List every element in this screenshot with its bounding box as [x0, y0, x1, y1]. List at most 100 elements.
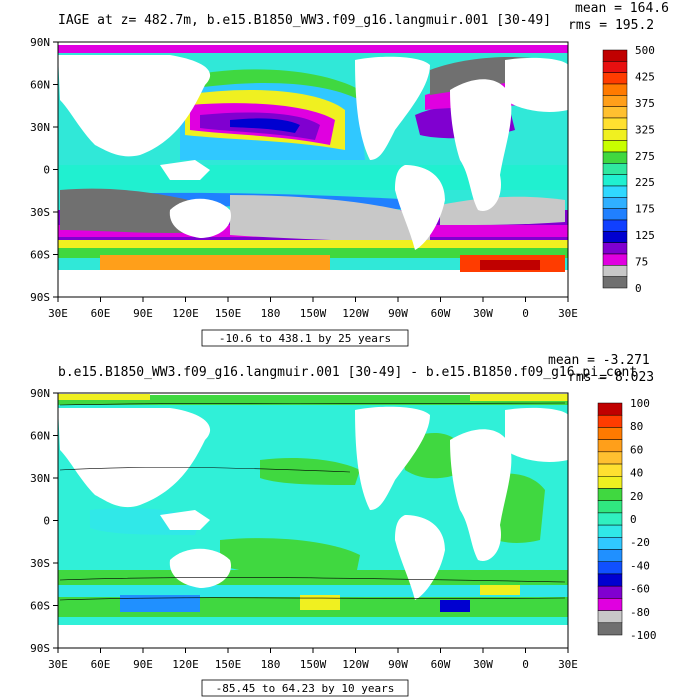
- colorbar-swatch: [597, 549, 623, 562]
- y-tick-label: 30S: [30, 557, 50, 570]
- colorbar-label: 75: [635, 256, 648, 269]
- x-tick-label: 120E: [172, 658, 199, 671]
- x-tick-label: 30E: [558, 658, 578, 671]
- colorbar-swatch: [597, 451, 623, 465]
- colorbar-label: 0: [635, 282, 642, 295]
- colorbar-label: 125: [635, 229, 655, 242]
- x-tick-label: 60E: [91, 658, 111, 671]
- y-tick-label: 30N: [30, 121, 50, 134]
- panel-2: b.e15.B1850_WW3.f09_g16.langmuir.001 [30…: [30, 353, 657, 697]
- y-tick-label: 0: [43, 164, 50, 177]
- y-tick-label: 60S: [30, 600, 50, 613]
- colorbar-swatch: [597, 524, 623, 538]
- colorbar-swatch: [602, 174, 628, 187]
- y-tick-label: 90S: [30, 642, 50, 655]
- colorbar-swatch: [597, 414, 623, 428]
- x-tick-label: 30E: [558, 307, 578, 320]
- y-tick-label: 60S: [30, 249, 50, 262]
- x-tick-label: 60W: [431, 307, 451, 320]
- colorbar-swatch: [597, 402, 623, 416]
- colorbar-swatch: [597, 476, 623, 489]
- colorbar-swatch: [597, 537, 623, 550]
- x-tick-label: 90W: [388, 307, 408, 320]
- panel-1-map: [58, 42, 568, 297]
- panel-2-range-box: [201, 679, 409, 697]
- colorbar-swatch: [597, 512, 623, 526]
- colorbar-swatch: [597, 598, 623, 611]
- colorbar-swatch: [602, 95, 628, 107]
- colorbar-swatch: [597, 463, 623, 477]
- colorbar-swatch: [597, 610, 623, 624]
- x-tick-label: 180: [261, 658, 281, 671]
- colorbar-swatch: [602, 151, 628, 164]
- colorbar-label: -100: [630, 629, 657, 642]
- colorbar-label: 275: [635, 150, 655, 163]
- panel-1-range-box: [201, 329, 409, 347]
- colorbar-label: 425: [635, 70, 655, 83]
- colorbar-label: 325: [635, 123, 655, 136]
- colorbar-label: 40: [630, 467, 643, 480]
- x-tick-label: 150W: [300, 658, 327, 671]
- colorbar-swatch: [597, 585, 623, 599]
- panel-2-title: b.e15.B1850_WW3.f09_g16.langmuir.001 [30…: [58, 365, 637, 380]
- panel-1-range-note: -10.6 to 438.1 by 25 years: [219, 332, 391, 345]
- x-tick-label: 60E: [91, 307, 111, 320]
- x-tick-label: 150W: [300, 307, 327, 320]
- x-tick-label: 90W: [388, 658, 408, 671]
- colorbar-label: 500: [635, 44, 655, 57]
- x-tick-label: 90E: [133, 658, 153, 671]
- x-tick-label: 150E: [215, 658, 242, 671]
- colorbar-swatch: [597, 488, 623, 501]
- colorbar-swatch: [602, 208, 628, 221]
- panel-2-mean: mean = -3.271: [548, 353, 650, 368]
- y-tick-label: 60N: [30, 430, 50, 443]
- panel-1-rms: rms = 195.2: [568, 18, 654, 33]
- panel-2-colorbar: 100 80 60 40 20 0 -20 -40 -60 -80 -100: [597, 397, 657, 642]
- y-tick-label: 0: [43, 515, 50, 528]
- colorbar-swatch: [602, 242, 628, 255]
- x-tick-label: 0: [522, 658, 529, 671]
- colorbar-swatch: [602, 49, 628, 62]
- x-tick-label: 30E: [48, 307, 68, 320]
- x-tick-label: 150E: [215, 307, 242, 320]
- colorbar-swatch: [602, 219, 628, 232]
- colorbar-label: 175: [635, 203, 655, 216]
- colorbar-swatch: [602, 129, 628, 141]
- y-tick-label: 90S: [30, 291, 50, 304]
- colorbar-swatch: [597, 622, 623, 636]
- colorbar-swatch: [602, 265, 628, 277]
- panel-2-range-note: -85.45 to 64.23 by 10 years: [216, 682, 395, 695]
- x-tick-label: 120E: [172, 307, 199, 320]
- colorbar-label: 375: [635, 97, 655, 110]
- colorbar-swatch: [597, 573, 623, 587]
- x-tick-label: 0: [522, 307, 529, 320]
- colorbar-swatch: [602, 106, 628, 119]
- colorbar-label: -80: [630, 606, 650, 619]
- colorbar-swatch: [602, 276, 628, 289]
- panel-2-map: [58, 393, 568, 648]
- colorbar-swatch: [602, 61, 628, 73]
- x-tick-label: 60W: [431, 658, 451, 671]
- x-tick-label: 30E: [48, 658, 68, 671]
- colorbar-swatch: [597, 561, 623, 575]
- colorbar-swatch: [602, 72, 628, 85]
- colorbar-label: 225: [635, 176, 655, 189]
- panel-1-mean: mean = 164.6: [575, 1, 669, 16]
- colorbar-swatch: [602, 140, 628, 153]
- panel-1-title: IAGE at z= 482.7m, b.e15.B1850_WW3.f09_g…: [58, 13, 551, 28]
- colorbar-swatch: [602, 231, 628, 243]
- colorbar-label: 80: [630, 420, 643, 433]
- y-tick-label: 90N: [30, 36, 50, 49]
- x-tick-label: 180: [261, 307, 281, 320]
- x-tick-label: 30W: [473, 658, 493, 671]
- colorbar-label: 60: [630, 443, 643, 456]
- colorbar-swatch: [602, 253, 628, 266]
- colorbar-swatch: [602, 163, 628, 175]
- colorbar-label: 0: [630, 513, 637, 526]
- panel-2-rms: rms = 8.023: [568, 370, 654, 385]
- colorbar-label: 100: [630, 397, 650, 410]
- colorbar-swatch: [602, 117, 628, 130]
- panel-1: IAGE at z= 482.7m, b.e15.B1850_WW3.f09_g…: [30, 1, 669, 347]
- panel-1-colorbar: 500 425 375 325 275 225 175 125 75 0: [602, 44, 655, 295]
